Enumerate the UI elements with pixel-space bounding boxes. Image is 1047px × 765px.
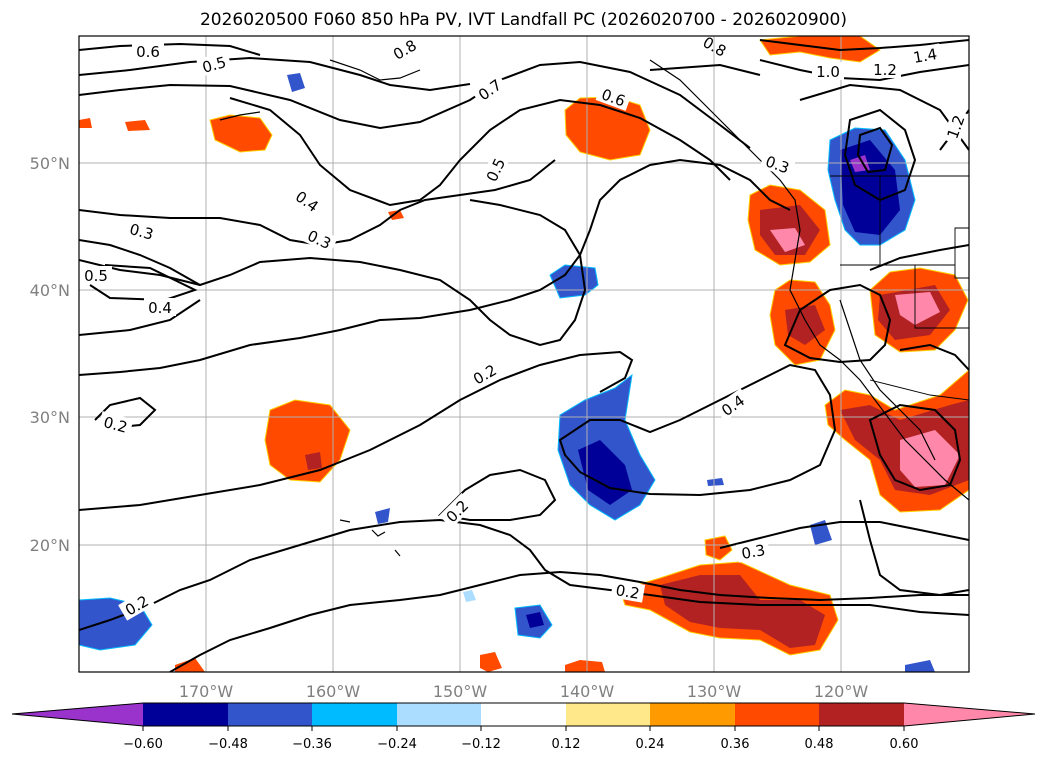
colorbar-tick-label: −0.12 [461,737,501,752]
lon-label: 150°W [433,682,488,701]
colorbar-swatch [143,703,228,726]
colorbar-swatch [481,703,566,726]
colorbar-tick-label: −0.36 [292,737,332,752]
contour-labels: 0.6 0.5 0.8 0.7 0.6 0.8 1.0 1.2 1.4 1.2 … [80,33,969,621]
lat-label: 20°N [30,536,70,555]
colorbar-swatch [566,703,650,726]
colorbar-swatch [228,703,312,726]
contour-label: 1.2 [873,61,897,79]
positive-anomaly-fills [79,36,969,672]
contour-label: 0.6 [136,43,160,61]
lon-label: 140°W [560,682,615,701]
lon-label: 130°W [687,682,742,701]
colorbar-tick-label: −0.24 [377,737,417,752]
map-title: 2026020500 F060 850 hPa PV, IVT Landfall… [199,10,847,30]
colorbar-swatch [819,703,904,726]
contour-label: 0.4 [148,299,172,317]
colorbar-tick-label: −0.48 [208,737,248,752]
colorbar-tick-label: 0.60 [890,737,919,752]
contour-label: 0.3 [740,541,767,563]
contour-label: 0.2 [614,581,641,603]
contour-label: 0.5 [200,53,228,77]
colorbar-tick-label: 0.36 [721,737,750,752]
colorbar-tick-label: 0.24 [636,737,665,752]
lat-label: 30°N [30,408,70,427]
gridlines [79,36,969,672]
colorbar-extend-low [12,703,143,726]
contour-label: 0.3 [128,220,156,244]
contour-label: 0.5 [84,267,108,285]
latitude-labels: 50°N 40°N 30°N 20°N [30,154,70,555]
lat-label: 50°N [30,154,70,173]
contour-label: 0.2 [102,413,130,437]
contour-label: 1.4 [912,45,939,67]
contour-label: 1.0 [816,63,840,81]
colorbar-tick-label: −0.60 [123,737,163,752]
coastlines [219,59,969,557]
lon-label: 170°W [179,682,234,701]
lon-label: 160°W [306,682,361,701]
colorbar: −0.60 −0.48 −0.36 −0.24 −0.12 0.12 0.24 … [11,702,1036,752]
colorbar-extend-high [904,703,1035,726]
contour-label: 0.8 [700,33,730,61]
contour-label: 0.8 [390,36,420,64]
longitude-labels: 170°W 160°W 150°W 140°W 130°W 120°W [179,682,869,701]
colorbar-swatch [735,703,819,726]
lon-label: 120°W [814,682,869,701]
pv-contours [79,39,969,672]
colorbar-swatch [397,703,481,726]
colorbar-tick-label: 0.12 [552,737,581,752]
map-content: 0.6 0.5 0.8 0.7 0.6 0.8 1.0 1.2 1.4 1.2 … [79,33,969,672]
colorbar-swatch [650,703,735,726]
colorbar-tick-label: 0.48 [805,737,834,752]
colorbar-swatch [312,703,397,726]
lat-label: 40°N [30,281,70,300]
map-frame [78,35,970,673]
borders [830,175,969,401]
